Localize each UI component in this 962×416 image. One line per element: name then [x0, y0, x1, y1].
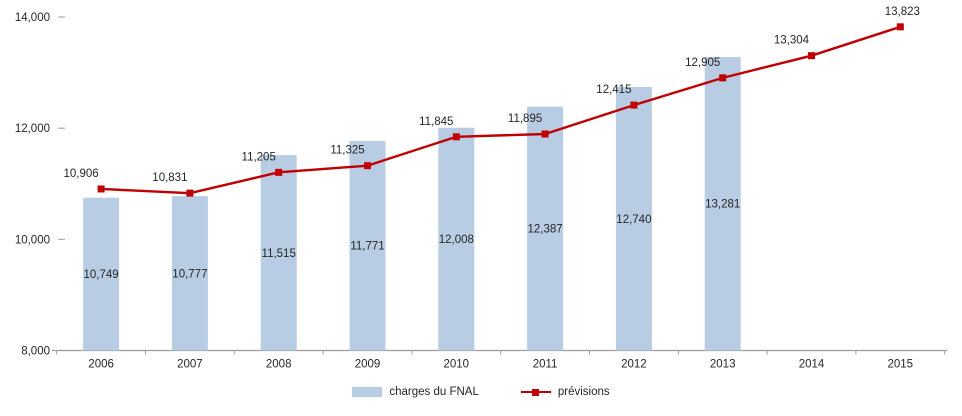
bar-2009[interactable]: [349, 140, 386, 351]
line-label-2009: 11,325: [330, 145, 364, 157]
legend-label-line-series: prévisions: [557, 386, 610, 398]
y-axis-tick-label: 14,000: [15, 12, 50, 24]
line-marker-2011[interactable]: [541, 130, 549, 138]
legend-item-previsions[interactable]: prévisions: [520, 386, 610, 398]
y-axis-tick-label: 8,000: [21, 346, 50, 358]
combo-chart: 8,000 10,000 12,000 14,000 2006 2007 2008 2009 2…: [15, 6, 947, 371]
x-axis-label-2008: 2008: [266, 359, 292, 371]
line-label-2010: 11,845: [419, 116, 453, 128]
previsions-line[interactable]: [101, 25, 901, 195]
bar-series-swatch-icon: [352, 387, 383, 397]
x-axis-label-2015: 2015: [888, 359, 914, 371]
bar-2006[interactable]: [83, 197, 120, 351]
line-series-swatch-icon: [520, 388, 551, 397]
line-marker-2009[interactable]: [364, 162, 371, 170]
x-axis-label-2013: 2013: [710, 359, 736, 371]
line-swatch-marker: [532, 388, 540, 396]
x-axis-label-2006: 2006: [88, 359, 114, 371]
line-marker-2006[interactable]: [97, 185, 105, 193]
line-marker-2007[interactable]: [186, 189, 194, 197]
bar-label-2012: 12,740: [616, 214, 651, 226]
line-marker-2015[interactable]: [896, 23, 904, 31]
bar-label-2006: 10,749: [84, 269, 119, 281]
line-label-2015: 13,823: [885, 6, 920, 18]
line-label-2006: 10,906: [64, 168, 99, 180]
line-label-2012: 12,415: [596, 84, 631, 96]
line-label-2013: 12,905: [685, 57, 720, 69]
x-axis-label-2014: 2014: [799, 359, 825, 371]
bar-2013[interactable]: [704, 56, 741, 351]
line-marker-2008[interactable]: [275, 168, 283, 176]
legend-item-charges-du-fnal[interactable]: charges du FNAL: [352, 386, 479, 398]
bar-label-2008: 11,515: [262, 248, 296, 260]
line-label-2008: 11,205: [242, 151, 276, 163]
bar-2008[interactable]: [260, 155, 297, 351]
line-label-2007: 10,831: [152, 172, 187, 184]
line-marker-2010[interactable]: [452, 133, 460, 141]
chart-legend: charges du FNAL prévisions: [0, 386, 962, 398]
y-axis-tick-label: 10,000: [15, 234, 50, 246]
line-marker-2014[interactable]: [808, 52, 815, 60]
x-axis-label-2011: 2011: [533, 359, 558, 371]
line-label-2011: 11,895: [508, 113, 542, 125]
x-axis-label-2009: 2009: [355, 359, 381, 371]
bar-2012[interactable]: [615, 87, 652, 351]
x-axis-label-2010: 2010: [444, 359, 470, 371]
bar-label-2011: 12,387: [528, 224, 563, 236]
bar-label-2007: 10,777: [172, 268, 207, 280]
bar-2010[interactable]: [438, 127, 475, 351]
x-axis-label-2007: 2007: [177, 359, 203, 371]
y-axis-tick-label: 12,000: [15, 123, 50, 135]
bar-label-2010: 12,008: [439, 234, 474, 246]
legend-label-bar-series: charges du FNAL: [389, 386, 479, 398]
line-label-2014: 13,304: [774, 35, 810, 47]
line-marker-2012[interactable]: [630, 101, 638, 109]
bar-2007[interactable]: [171, 196, 208, 351]
bar-label-2009: 11,771: [350, 241, 384, 253]
bar-2011[interactable]: [527, 106, 564, 351]
line-marker-2013[interactable]: [719, 74, 727, 82]
x-axis-label-2012: 2012: [621, 359, 647, 371]
bar-label-2013: 13,281: [705, 199, 740, 211]
